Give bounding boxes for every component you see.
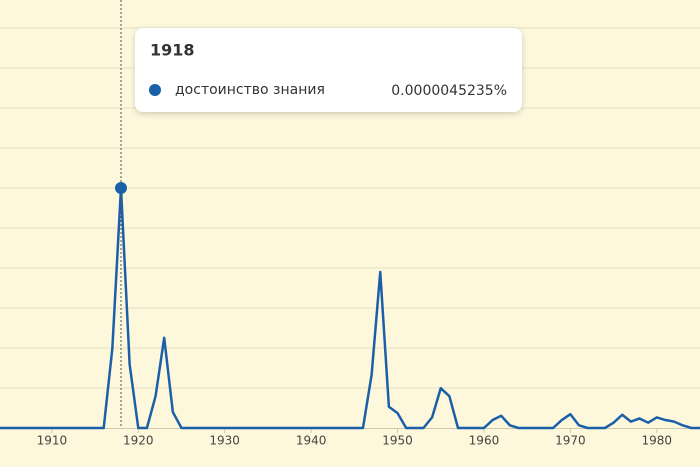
- x-tick-label: 1970: [555, 434, 586, 448]
- x-tick-label: 1940: [296, 434, 327, 448]
- x-tick-label: 1910: [37, 434, 68, 448]
- x-tick-label: 1980: [642, 434, 673, 448]
- x-tick-label: 1950: [382, 434, 413, 448]
- tooltip: 1918 достоинство знания 0.0000045235%: [135, 28, 522, 112]
- x-tick-label: 1920: [123, 434, 154, 448]
- tooltip-value: 0.0000045235%: [391, 83, 507, 99]
- plot: [0, 0, 700, 430]
- tooltip-legend-dot: [149, 84, 161, 96]
- hover-point: [114, 182, 127, 195]
- tooltip-series-name: достоинство знания: [175, 82, 325, 98]
- tooltip-box: [135, 28, 522, 112]
- x-tick-label: 1930: [209, 434, 240, 448]
- x-tick-label: 1960: [469, 434, 500, 448]
- tooltip-title: 1918: [150, 41, 195, 60]
- series-line: [0, 186, 700, 430]
